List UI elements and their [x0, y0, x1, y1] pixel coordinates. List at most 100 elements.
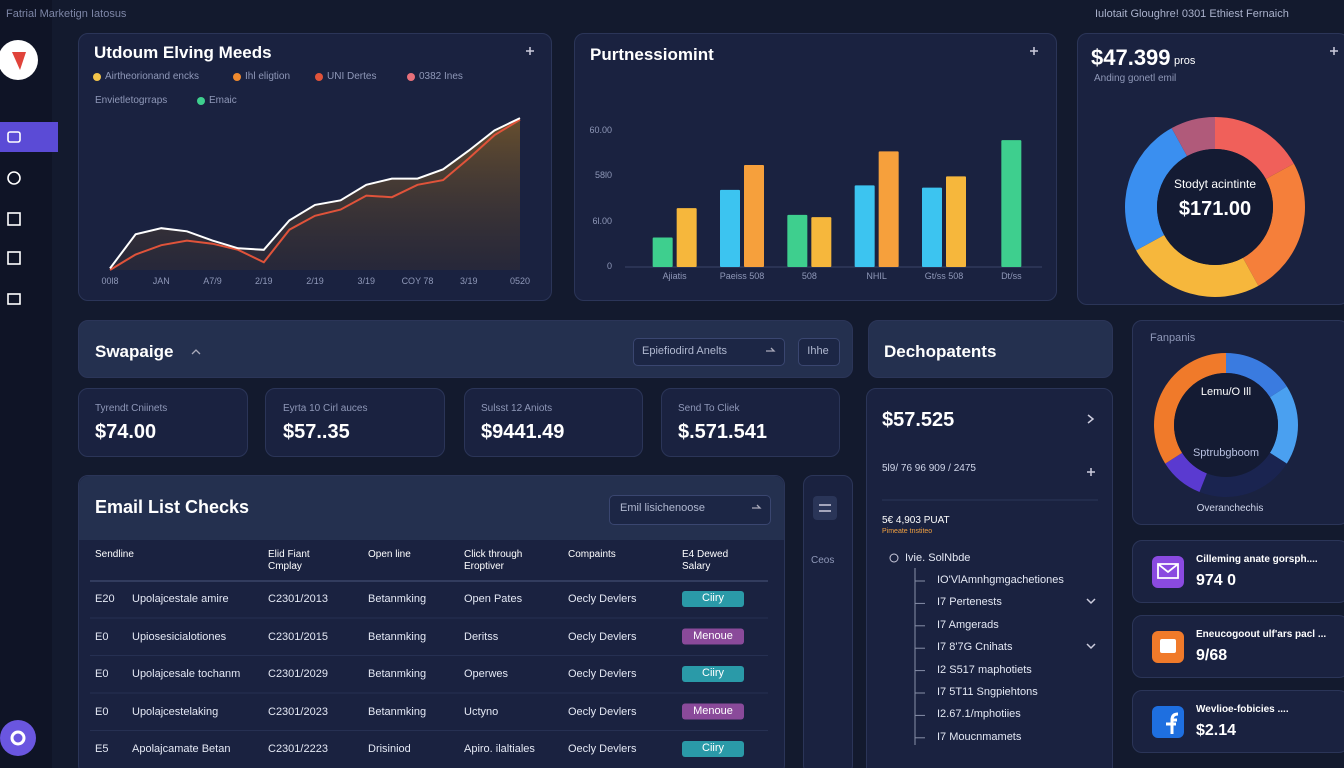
app-glyph: [1166, 712, 1179, 734]
column-header: Open line: [368, 549, 411, 560]
stat-card: [661, 388, 840, 457]
table-cell: C2301/2015: [268, 630, 328, 643]
tree-item: I7 Amgerads: [937, 618, 999, 631]
button[interactable]: [798, 338, 840, 366]
x-tick-label: 508: [801, 271, 817, 281]
legend-label: 0382 Ines: [419, 71, 463, 82]
settings-icon: [10, 730, 26, 746]
bar: [787, 214, 808, 267]
x-tick-label: Paeiss 508: [719, 271, 765, 281]
y-tick-label: 6l.00: [592, 215, 612, 226]
table-cell: C2301/2223: [268, 743, 328, 755]
card-title: Wevlioe-fobicies ....: [1196, 704, 1289, 715]
table-cell: Apiro. ilaltiales: [464, 743, 535, 755]
status-badge: [682, 703, 744, 720]
nav-icon[interactable]: [7, 251, 21, 265]
donut-note: pros: [1174, 55, 1196, 67]
legend-dot: [197, 97, 205, 105]
x-tick-label: 2/19: [306, 276, 324, 286]
bar: [652, 237, 673, 267]
plus-icon[interactable]: [526, 47, 1338, 476]
bar: [946, 176, 966, 267]
bar: [676, 208, 697, 267]
nav-icon[interactable]: [7, 171, 21, 185]
table-cell: Oecly Devlers: [568, 668, 637, 680]
table-title: Email List Checks: [95, 497, 250, 517]
column-header: E4 Dewed Salary: [682, 549, 729, 572]
chart-title: Utdoum Elving Meeds: [94, 43, 272, 62]
x-tick-label: 2/19: [254, 276, 273, 286]
tree-item: I2.67.1/mphotiies: [937, 708, 1021, 721]
table-cell: Oecly Devlers: [568, 593, 637, 605]
stat-value: $.571.541: [678, 421, 767, 443]
table-cell: E0: [95, 668, 109, 680]
donut-center-value: $171.00: [1178, 198, 1252, 220]
nav-icon[interactable]: [7, 212, 21, 226]
table-cell: Deritss: [464, 630, 499, 643]
status-badge: [682, 741, 744, 757]
stat-label: Tyrendt Cniinets: [95, 403, 168, 414]
donut-center-sub: Sptrubgboom: [1192, 447, 1260, 459]
chevron[interactable]: [1086, 414, 1096, 650]
logo-mark: [12, 52, 26, 70]
search-placeholder: Epiefiodird Anelts: [642, 345, 727, 357]
status-label: Menoue: [693, 629, 733, 642]
table-cell: Betanmking: [368, 705, 427, 718]
stat-value: $74.00: [95, 421, 157, 443]
table-cell: Betanmking: [368, 630, 427, 643]
stat-value: $9441.49: [481, 421, 565, 443]
legend-dot: [233, 73, 241, 81]
table-cell: Upolajcestale amire: [132, 593, 229, 605]
table-cell: Upiosesicialotiones: [132, 630, 227, 643]
table-cell: Oecly Devlers: [568, 705, 637, 718]
tree-item: I7 5T11 Sngpiehtons: [937, 686, 1038, 698]
mail-glyph: [1157, 563, 1179, 579]
app-icon: [1152, 706, 1184, 738]
table-cell: E0: [95, 630, 109, 643]
bar: [720, 189, 740, 267]
legend-label: UNI Dertes: [327, 71, 377, 82]
table-cell: Operwes: [464, 668, 509, 680]
nav-active[interactable]: [0, 122, 58, 152]
stat-value: $57..35: [283, 421, 350, 443]
column-header: Ceos: [811, 555, 835, 566]
tree-item: I7 Pertenests: [937, 596, 1002, 609]
toolbar-title: Swapaige: [95, 342, 174, 361]
bar: [744, 165, 764, 267]
tree-item: I7 8'7G Cnihats: [937, 641, 1013, 654]
table-cell: Betanmking: [368, 593, 427, 605]
settings[interactable]: [0, 720, 36, 756]
legend-label: Airtheorionand encks: [105, 71, 199, 82]
nav-icon[interactable]: [7, 293, 21, 305]
table-cell: Open Pates: [464, 593, 523, 605]
donut-segment: [1136, 234, 1259, 297]
nav-icon[interactable]: [7, 131, 21, 143]
donut-title: $47.399: [1091, 45, 1171, 70]
legend-label: Ihl eligtion: [245, 71, 291, 82]
donut-segment: [1226, 353, 1287, 398]
search-box[interactable]: [633, 338, 785, 366]
x-tick-label: 00l8: [101, 276, 119, 286]
table-cell: Oecly Devlers: [568, 743, 637, 755]
donut-segment: [1154, 353, 1226, 464]
legend-label: Emaic: [209, 95, 237, 106]
search-box[interactable]: [609, 495, 771, 525]
legend-dot: [315, 73, 323, 81]
bar: [1001, 140, 1022, 267]
table-cell: C2301/2023: [268, 705, 328, 718]
line: [109, 118, 521, 271]
side-button[interactable]: [813, 496, 837, 520]
card-value: 9/68: [1196, 647, 1228, 664]
button-label: Ihhe: [807, 345, 829, 357]
table-cell: Uctyno: [464, 705, 499, 718]
status-badge: [682, 628, 744, 645]
tree-bullet: [889, 553, 899, 563]
detail-panel: [866, 388, 1113, 768]
donut-segment: [1269, 386, 1298, 464]
bar: [811, 217, 832, 267]
donut-segment: [1171, 117, 1215, 157]
detail-tag: Pimeate tnstiteo: [882, 528, 933, 535]
x-tick-label: COY 78: [401, 276, 434, 286]
